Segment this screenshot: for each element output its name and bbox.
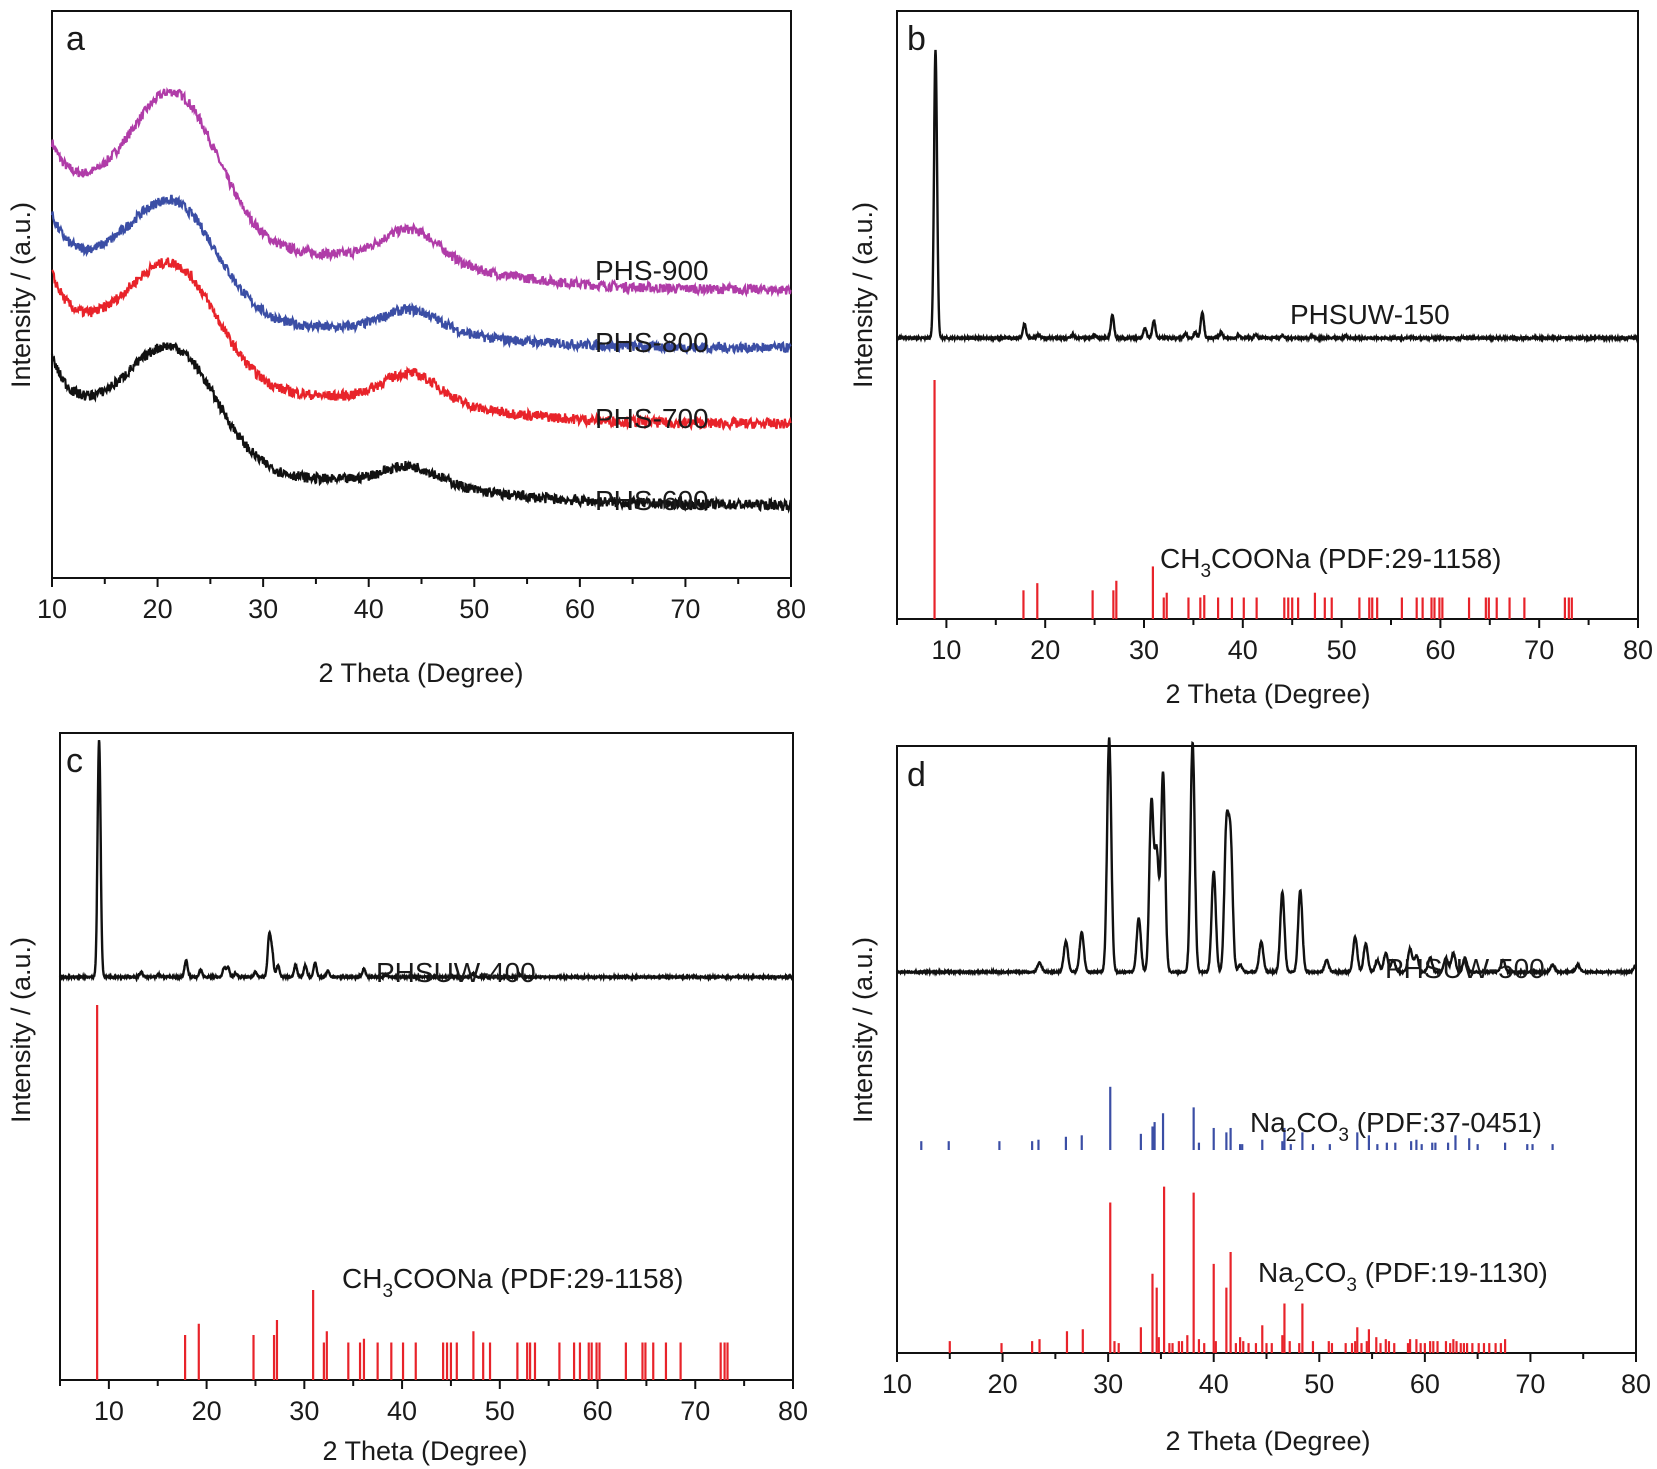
panel-b-frame	[896, 10, 1639, 620]
x-tick-label: 80	[1623, 635, 1653, 665]
x-tick-label: 20	[988, 1369, 1018, 1399]
panel-b-trace	[895, 49, 1639, 344]
panel-d-reference-lines-37-0451	[920, 1086, 1554, 1150]
panel-c: 10 20 30 40 50 60 70 80 c PHSUW-400 CH3COONa (P…	[6, 732, 808, 1466]
panel-c-reference-lines	[96, 1005, 729, 1380]
x-tick-label: 20	[1030, 635, 1060, 665]
x-tick-label: 40	[387, 1396, 417, 1426]
label-na2co3-19-1130: Na2CO3 (PDF:19-1130)	[1258, 1257, 1548, 1296]
label-phs-900: PHS-900	[595, 255, 709, 286]
label-phsuw-400: PHSUW-400	[376, 957, 536, 988]
panel-d-y-axis-title: Intensity / (a.u.)	[848, 937, 878, 1123]
x-tick-label: 40	[354, 594, 384, 624]
x-tick-label: 30	[289, 1396, 319, 1426]
ref1-pre: Na	[1250, 1107, 1286, 1138]
panel-d-letter: d	[907, 756, 926, 794]
label-ch3coona-ref-c: CH3COONa (PDF:29-1158)	[342, 1263, 684, 1302]
ref-c-sub: 3	[382, 1281, 393, 1302]
panel-b-x-ticks: 10 20 30 40 50 60 70 80	[896, 619, 1653, 665]
x-tick-label: 20	[143, 594, 173, 624]
panel-b: 10 20 30 40 50 60 70 80 b PHSUW-150 CH3COONa (P…	[848, 10, 1653, 709]
panel-c-x-ticks: 10 20 30 40 50 60 70 80	[59, 1380, 808, 1426]
x-tick-label: 10	[931, 635, 961, 665]
panel-b-y-axis-title: Intensity / (a.u.)	[848, 202, 878, 388]
ref2-sub2: 3	[1346, 1275, 1357, 1296]
x-tick-label: 70	[680, 1396, 710, 1426]
x-tick-label: 60	[583, 1396, 613, 1426]
ref1-sub1: 2	[1286, 1125, 1297, 1146]
x-tick-label: 50	[459, 594, 489, 624]
x-tick-label: 50	[1327, 635, 1357, 665]
ref-c-pre: CH	[342, 1263, 382, 1294]
ref-b-post: COONa (PDF:29-1158)	[1211, 543, 1501, 574]
ref1-mid: CO	[1296, 1107, 1338, 1138]
panel-b-x-axis-title: 2 Theta (Degree)	[1165, 679, 1370, 709]
ref2-sub1: 2	[1294, 1275, 1305, 1296]
panel-b-reference-lines	[933, 380, 1573, 619]
label-phsuw-500: PHSUW-500	[1385, 953, 1545, 984]
label-na2co3-37-0451: Na2CO3 (PDF:37-0451)	[1250, 1107, 1542, 1146]
ref2-post: (PDF:19-1130)	[1357, 1257, 1548, 1288]
x-tick-label: 40	[1199, 1369, 1229, 1399]
x-tick-label: 80	[776, 594, 806, 624]
x-tick-label: 30	[1129, 635, 1159, 665]
panel-d-x-ticks: 10 20 30 40 50 60 70 80	[882, 1353, 1651, 1399]
ref2-pre: Na	[1258, 1257, 1294, 1288]
ref-b-sub: 3	[1200, 561, 1211, 582]
panel-d-x-axis-title: 2 Theta (Degree)	[1165, 1426, 1370, 1456]
x-tick-label: 60	[1425, 635, 1455, 665]
x-tick-label: 10	[37, 594, 67, 624]
panel-d: 10 20 30 40 50 60 70 80 d PHSUW-500 Na2CO3 (PDF…	[848, 737, 1651, 1456]
trace-phsuw-500	[895, 737, 1637, 978]
x-tick-label: 40	[1228, 635, 1258, 665]
panel-a-x-axis-title: 2 Theta (Degree)	[318, 658, 523, 688]
x-tick-label: 80	[778, 1396, 808, 1426]
label-phs-800: PHS-800	[595, 327, 709, 358]
panel-c-letter: c	[66, 742, 83, 780]
ref1-sub2: 3	[1338, 1125, 1349, 1146]
x-tick-label: 30	[1093, 1369, 1123, 1399]
label-phs-700: PHS-700	[595, 403, 709, 434]
x-tick-label: 30	[248, 594, 278, 624]
trace-phsuw-150	[895, 49, 1639, 344]
x-tick-label: 70	[670, 594, 700, 624]
x-tick-label: 80	[1621, 1369, 1651, 1399]
panel-a-y-axis-title: Intensity / (a.u.)	[6, 202, 36, 388]
label-phsuw-150: PHSUW-150	[1290, 299, 1450, 330]
panel-d-trace	[895, 737, 1637, 978]
panel-a-traces	[50, 86, 792, 514]
panel-a-x-ticks: 10 20 30 40 50 60 70 80	[37, 578, 806, 624]
panel-c-frame	[59, 732, 794, 1381]
trace-phs-700	[51, 257, 792, 432]
x-tick-label: 50	[1304, 1369, 1334, 1399]
x-tick-label: 70	[1515, 1369, 1545, 1399]
panel-c-x-axis-title: 2 Theta (Degree)	[322, 1436, 527, 1466]
x-tick-label: 10	[882, 1369, 912, 1399]
x-tick-label: 60	[1410, 1369, 1440, 1399]
panel-d-reference-lines-19-1130	[948, 1186, 1507, 1353]
x-tick-label: 70	[1524, 635, 1554, 665]
trace-phs-600	[50, 341, 792, 514]
trace-phs-900	[50, 86, 792, 298]
panel-a-letter: a	[66, 20, 85, 58]
x-tick-label: 20	[192, 1396, 222, 1426]
x-tick-label: 60	[565, 594, 595, 624]
ref1-post: (PDF:37-0451)	[1349, 1107, 1542, 1138]
panel-c-y-axis-title: Intensity / (a.u.)	[6, 937, 36, 1123]
x-tick-label: 50	[485, 1396, 515, 1426]
panel-b-letter: b	[907, 20, 926, 58]
x-tick-label: 10	[94, 1396, 124, 1426]
panel-a: 10 20 30 40 50 60 70 80 a PHS-900 PHS-800 PHS-7…	[6, 10, 806, 688]
ref2-mid: CO	[1304, 1257, 1346, 1288]
label-phs-600: PHS-600	[595, 485, 709, 516]
label-ch3coona-ref-b: CH3COONa (PDF:29-1158)	[1160, 543, 1502, 582]
panel-c-trace	[58, 740, 794, 983]
trace-phs-800	[50, 194, 792, 355]
trace-phsuw-400	[58, 740, 794, 983]
ref-b-pre: CH	[1160, 543, 1200, 574]
ref-c-post: COONa (PDF:29-1158)	[393, 1263, 683, 1294]
